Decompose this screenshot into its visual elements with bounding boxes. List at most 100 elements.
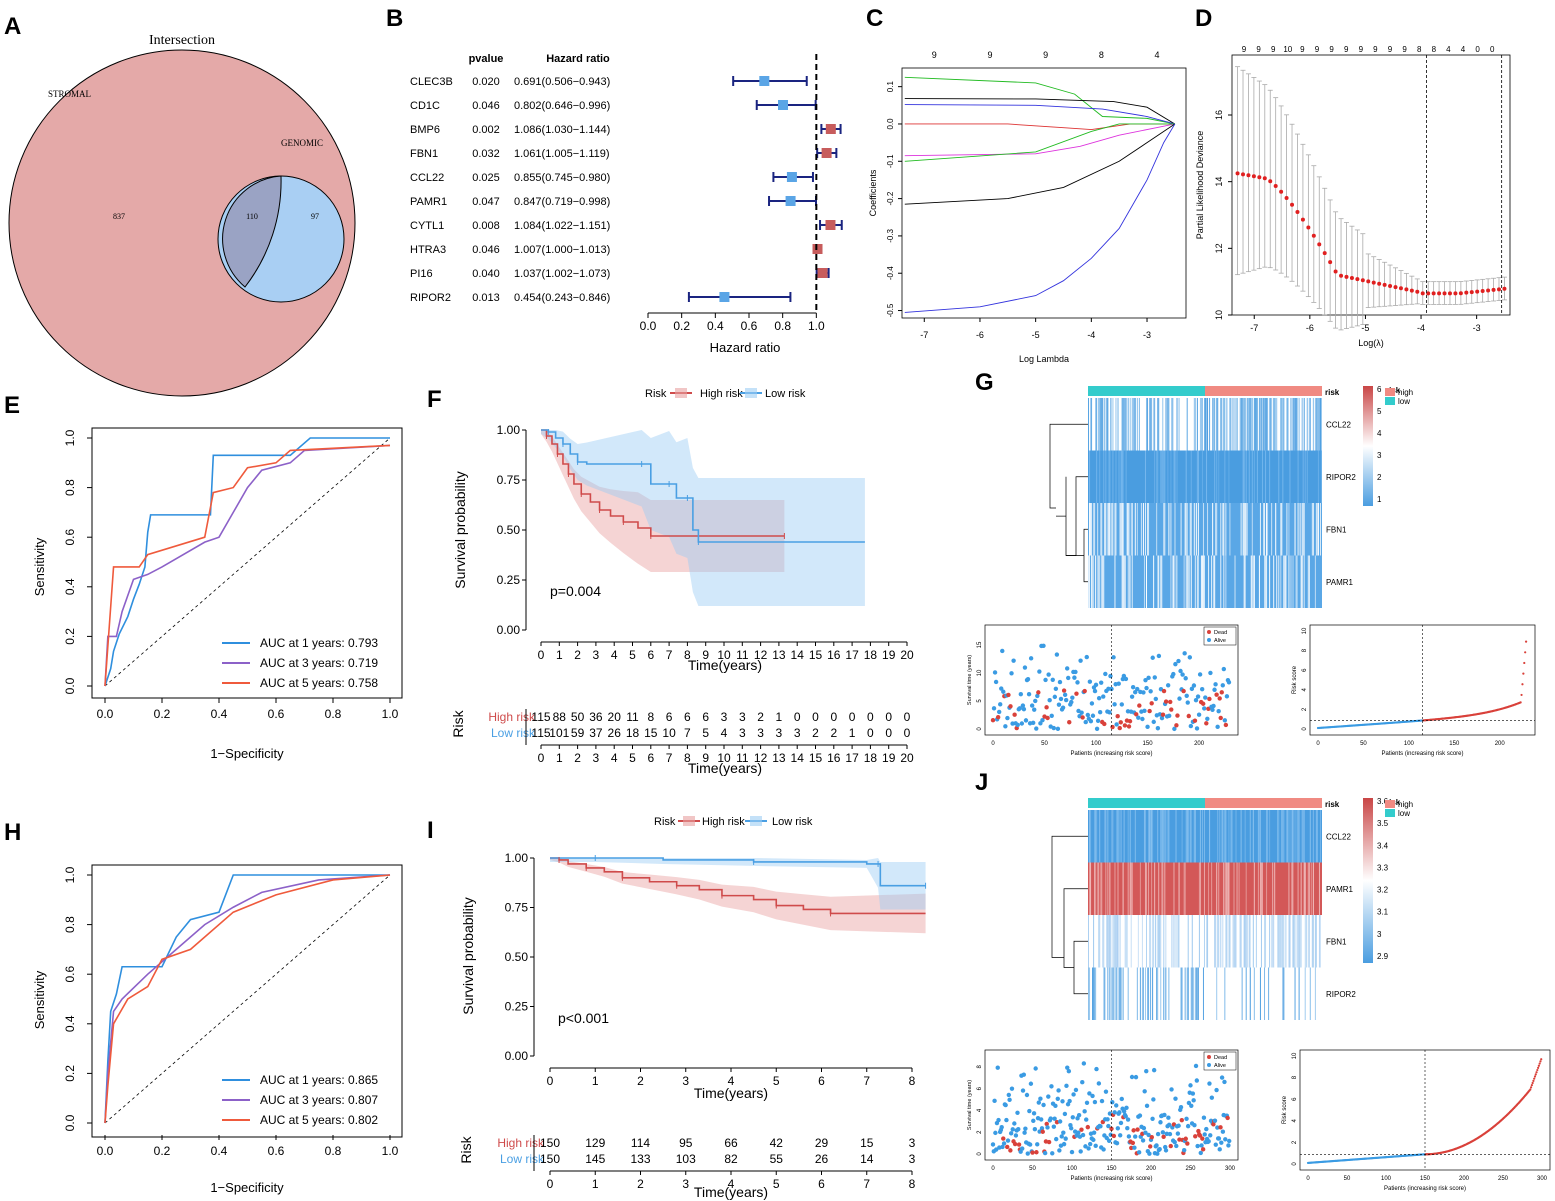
km-risk-x-tick-label: 0 [547,1177,554,1191]
scatter-point-alive [1020,1146,1025,1151]
km-y-tick-label: 0.75 [497,473,521,487]
heatmap-scale-label: 3.1 [1377,908,1389,917]
panel-label-e: E [4,392,20,419]
heatmap-cell [1177,915,1179,968]
scatter-point-alive [1213,682,1218,687]
heatmap-cell [1192,967,1194,1020]
heatmap-test-annotation-label: risk [1325,800,1340,809]
scatter-point-dead [1016,1142,1022,1147]
heatmap-cell [1199,398,1201,451]
scatter-point-dead [1008,704,1013,709]
scatter-point-dead [1149,701,1154,706]
heatmap-cell [1127,503,1129,556]
heatmap-cell [1227,862,1229,915]
heatmap-cell [1246,915,1248,968]
km-risk-count: 37 [589,726,603,740]
scatter-legend-alive: Alive [1214,1063,1226,1069]
scatter-legend-dead-dot [1207,630,1211,634]
heatmap-cell [1317,450,1319,503]
heatmap-cell [1258,398,1260,451]
scatter-point-alive [1040,717,1045,723]
heatmap-cell [1183,555,1185,608]
heatmap-cell [1112,398,1114,451]
heatmap-cell [1154,398,1156,451]
heatmap-cell [1115,503,1117,556]
heatmap-cell [1319,810,1321,863]
heatmap-cell [1296,810,1298,863]
heatmap-cell [1194,398,1196,451]
heatmap-cell [1218,915,1220,968]
scatter-point-dead [1005,1144,1010,1150]
roc-train-xlabel: 1−Specificity [210,746,284,761]
scatter-point-alive [1155,1131,1161,1137]
heatmap-cell [1168,967,1170,1020]
roc-curve [104,444,391,687]
scatter-point-alive [1043,677,1048,683]
scatter-point-alive [1202,706,1207,711]
heatmap-dendrogram [1066,476,1088,556]
scatter-point-alive [1207,1081,1212,1086]
km-risk-count: 11 [626,710,639,724]
heatmap-cell [1262,503,1265,556]
heatmap-cell [1286,398,1288,451]
scatter-point-alive [1035,1142,1040,1147]
km-x-tick-label: 19 [882,648,896,662]
heatmap-cell [1221,810,1223,863]
scatter-point-alive [1008,1131,1014,1136]
km-x-tick-label: 10 [717,648,731,662]
heatmap-cell [1104,398,1106,451]
cv-y-tick-label: 12 [1214,243,1224,253]
scatter-point-alive [1027,1108,1032,1114]
lasso-y-tick-label: -0.1 [886,154,895,168]
km-risk-count: 0 [849,710,856,724]
riskscore-point [1540,1058,1543,1061]
km-risk-count: 0 [794,710,801,724]
heatmap-cell [1319,398,1321,451]
forest-x-tick-label: 0.2 [673,319,690,333]
forest-x-tick-label: 0.0 [640,319,657,333]
scatter-point-alive [1222,1079,1227,1085]
km-plot-test: Risk High risk Low risk Survival probabi… [458,816,927,1200]
km-curve-low [541,429,865,543]
heatmap-cell [1282,450,1284,503]
heatmap-cell [1160,915,1162,968]
scatter-point-alive [999,1125,1004,1130]
scatter-point-alive [1050,677,1055,682]
heatmap-cell [1095,810,1097,863]
forest-point [817,268,828,278]
heatmap-cell [1235,810,1237,863]
heatmap-cell [1259,862,1261,915]
scatter-point-alive [1087,1091,1092,1096]
forest-point [821,148,832,158]
heatmap-cell [1247,398,1249,451]
roc-diagonal [104,874,391,1124]
scatter-point-alive [1000,1144,1005,1150]
km-risk-count: 129 [585,1136,605,1150]
km-risk-x-tick-label: 6 [818,1177,825,1191]
heatmap-cell [1202,555,1204,608]
heatmap-cell [1156,503,1158,556]
heatmap-cell [1217,915,1219,968]
heatmap-cell [1152,810,1154,863]
riskscore-xlabel: Patients (increasing risk score) [1384,1186,1466,1192]
heatmap-cell [1184,862,1186,915]
heatmap-cell [1211,555,1213,608]
forest-point [812,244,823,254]
heatmap-cell [1271,915,1273,968]
scatter-point-alive [1089,701,1095,706]
scatter-point-alive [1176,658,1181,664]
scatter-point-alive [1155,726,1161,731]
heatmap-cell [1186,967,1188,1020]
heatmap-cell [1089,555,1091,608]
heatmap-cell [1104,503,1106,556]
scatter-point-alive [1164,1131,1170,1137]
km-risk-x-tick-label: 20 [900,751,914,765]
scatter-point-dead [1006,692,1011,698]
heatmap-cell [1255,915,1257,968]
km-x-tick-label: 8 [684,648,691,662]
heatmap-cell [1108,450,1110,503]
scatter-point-dead [1197,1133,1203,1138]
scatter-point-alive [1150,655,1155,660]
cv-x-tick-label: -4 [1417,323,1425,333]
heatmap-cell [1165,915,1167,968]
